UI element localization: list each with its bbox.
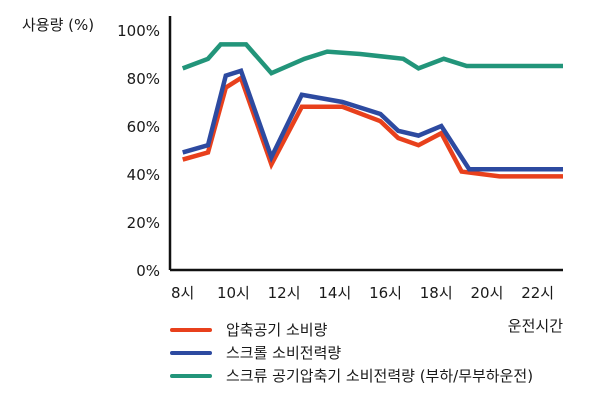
y-tick-label: 0% — [136, 262, 160, 280]
y-tick-label: 40% — [127, 166, 160, 184]
series-line-1 — [182, 74, 563, 179]
series-line-2 — [182, 67, 563, 172]
x-tick-label: 22시 — [521, 284, 554, 302]
y-axis-ticks: 0% 20% 40% 60% 80% 100% — [117, 22, 160, 280]
x-tick-label: 20시 — [470, 284, 503, 302]
legend-label: 스크류 공기압축기 소비전력량 (부하/무부하운전) — [226, 367, 534, 385]
x-tick-label: 16시 — [369, 284, 402, 302]
series-lines — [181, 42, 563, 179]
x-axis-title: 운전시간 — [508, 317, 563, 335]
x-axis-ticks: 8시 10시 12시 14시 16시 18시 20시 22시 — [171, 284, 554, 302]
legend-swatch — [170, 373, 212, 378]
x-tick-label: 14시 — [318, 284, 351, 302]
legend-label: 압축공기 소비량 — [226, 321, 328, 339]
x-tick-label: 8시 — [171, 284, 194, 302]
legend-swatch — [170, 350, 212, 355]
legend: 압축공기 소비량 스크롤 소비전력량 스크류 공기압축기 소비전력량 (부하/무… — [170, 318, 533, 387]
x-tick-label: 10시 — [217, 284, 250, 302]
y-axis-title: 사용량 (%) — [22, 16, 94, 34]
legend-label: 스크롤 소비전력량 — [226, 344, 342, 362]
legend-swatch — [170, 327, 212, 332]
y-tick-label: 20% — [127, 214, 160, 232]
legend-item-screw-power: 스크류 공기압축기 소비전력량 (부하/무부하운전) — [170, 364, 533, 387]
x-tick-label: 18시 — [420, 284, 453, 302]
legend-item-air-consumption: 압축공기 소비량 — [170, 318, 533, 341]
y-tick-label: 60% — [127, 118, 160, 136]
y-tick-label: 80% — [127, 70, 160, 88]
legend-item-scroll-power: 스크롤 소비전력량 — [170, 341, 533, 364]
series-line-3 — [181, 42, 563, 76]
y-tick-label: 100% — [117, 22, 160, 40]
x-tick-label: 12시 — [268, 284, 301, 302]
